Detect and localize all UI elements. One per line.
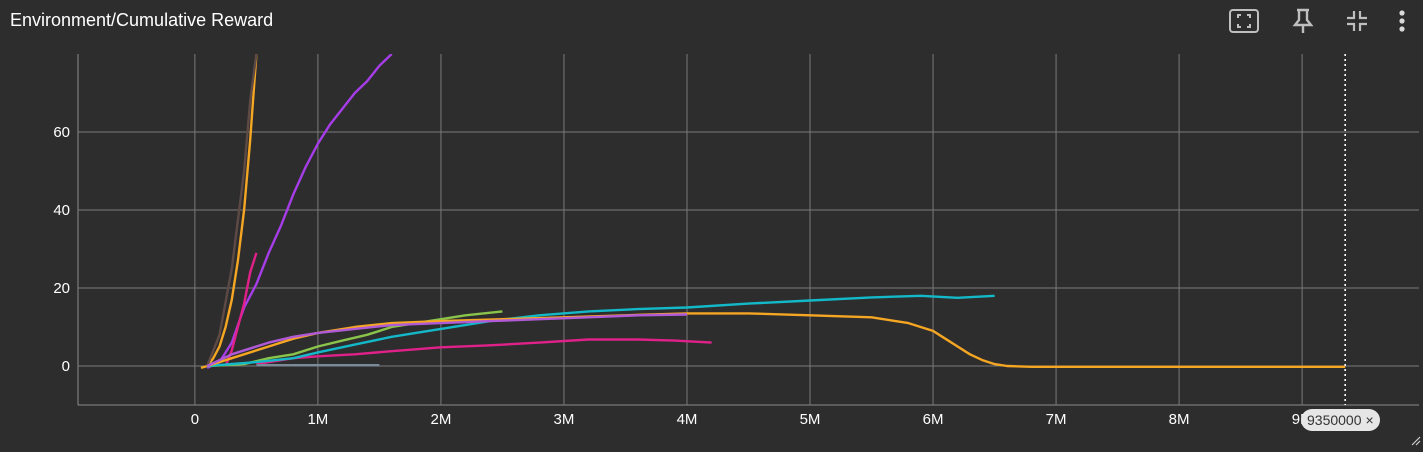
x-tick-label: 4M — [677, 411, 698, 428]
series-line-4 — [224, 252, 258, 367]
collapse-button[interactable] — [1340, 6, 1374, 36]
y-tick-label: 0 — [62, 358, 70, 375]
step-chip[interactable]: 9350000 × — [1301, 409, 1380, 431]
fit-domain-button[interactable] — [1227, 6, 1261, 36]
more-button[interactable] — [1385, 6, 1419, 36]
fit-domain-icon — [1229, 9, 1259, 33]
close-icon[interactable]: × — [1365, 412, 1374, 428]
series-line-1 — [200, 54, 258, 370]
pin-button[interactable] — [1286, 6, 1320, 36]
y-tick-label: 60 — [53, 124, 70, 141]
series-line-3 — [206, 54, 258, 367]
y-tick-label: 20 — [53, 280, 70, 297]
y-tick-label: 40 — [53, 202, 70, 219]
pin-icon — [1292, 8, 1314, 33]
x-tick-label: 3M — [554, 411, 575, 428]
x-tick-label: 8M — [1169, 411, 1190, 428]
series-line-7 — [207, 294, 995, 368]
series-line-5 — [256, 338, 712, 366]
card-toolbar — [1215, 6, 1415, 36]
x-tick-label: 0 — [191, 411, 199, 428]
x-tick-label: 1M — [307, 411, 328, 428]
x-tick-label: 5M — [800, 411, 821, 428]
resize-handle-icon[interactable] — [1411, 436, 1421, 446]
more-vert-icon — [1399, 10, 1405, 32]
step-chip-label: 9350000 — [1307, 412, 1362, 428]
collapse-icon — [1347, 11, 1367, 31]
x-tick-label: 6M — [923, 411, 944, 428]
x-tick-label: 2M — [431, 411, 452, 428]
series-line-2 — [206, 54, 393, 369]
x-tick-label: 7M — [1046, 411, 1067, 428]
chart-area[interactable]: 01M2M3M4M5M6M7M8M9M0204060 — [0, 40, 1423, 447]
line-chart[interactable]: 01M2M3M4M5M6M7M8M9M0204060 — [0, 40, 1423, 447]
series-line-9 — [206, 313, 688, 368]
series-line-6 — [207, 310, 503, 368]
chart-title: Environment/Cumulative Reward — [10, 10, 274, 30]
